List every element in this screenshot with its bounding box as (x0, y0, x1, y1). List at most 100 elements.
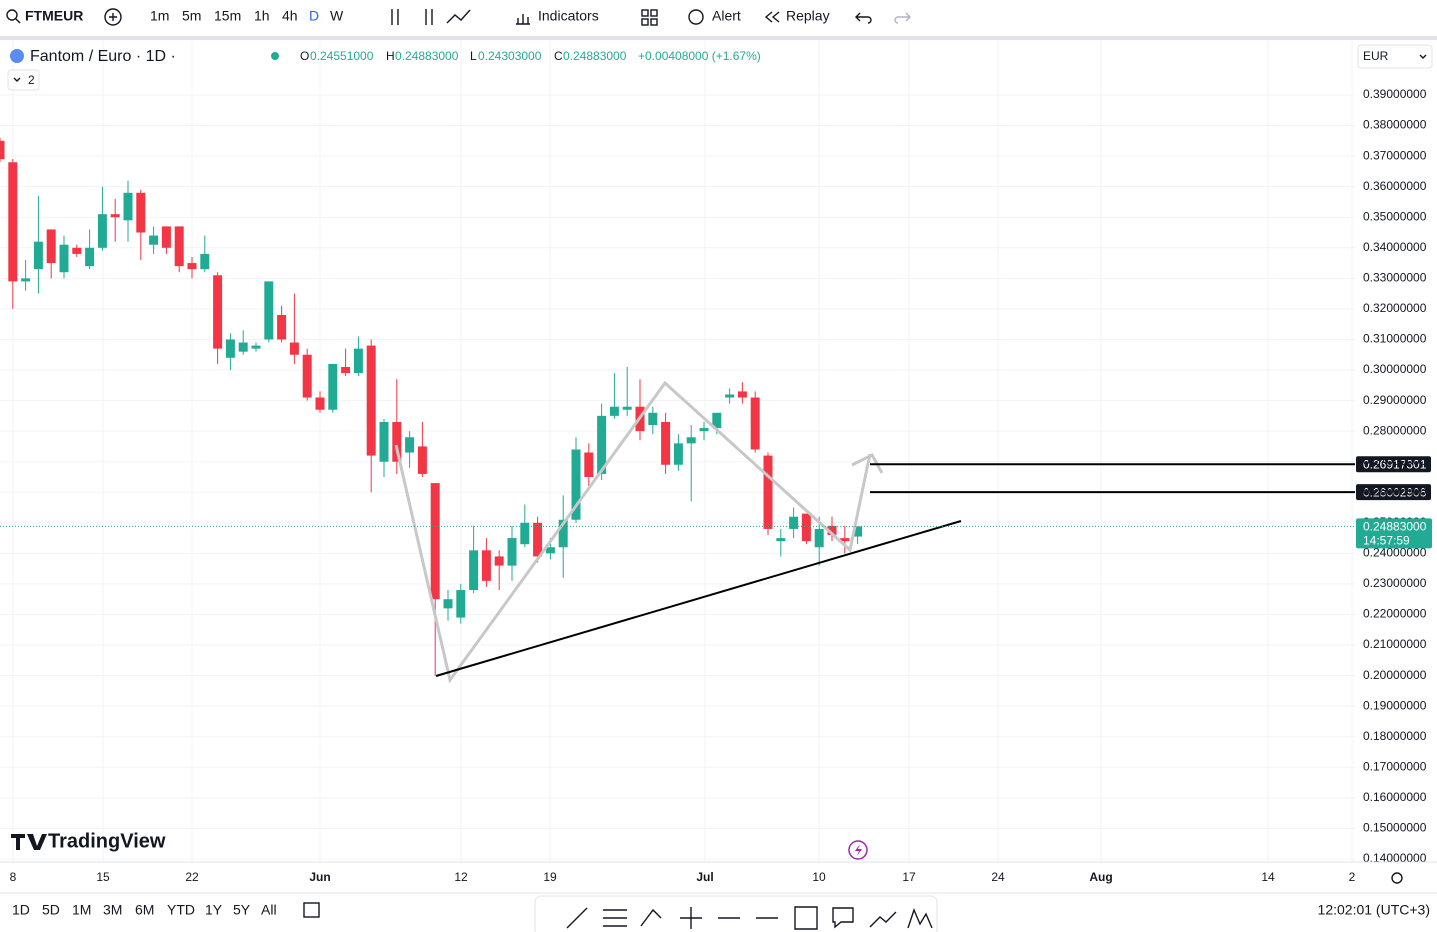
legend-title: Fantom / Euro · 1D · (30, 48, 176, 65)
candle-body (251, 345, 261, 349)
y-tick-label: 0.23000000 (1363, 576, 1427, 590)
candle-body (289, 342, 299, 355)
range-button[interactable]: 1Y (205, 902, 223, 918)
candle-body (763, 455, 773, 529)
x-tick-label: 12 (454, 870, 468, 884)
y-tick-label: 0.32000000 (1363, 301, 1427, 315)
ohlc-c-label: C (554, 49, 563, 63)
replay-button[interactable]: Replay (786, 8, 830, 24)
interval-button[interactable]: 5m (182, 8, 201, 24)
candle-body (136, 192, 146, 233)
search-icon[interactable] (6, 9, 18, 21)
candle-body (840, 538, 850, 542)
candle-body (213, 275, 223, 349)
indicators-icon (516, 14, 530, 25)
candle-body (609, 406, 619, 416)
candle-body (456, 590, 466, 618)
candle-body (507, 538, 517, 566)
y-tick-label: 0.18000000 (1363, 729, 1427, 743)
x-tick-label: 22 (185, 870, 199, 884)
bolt (855, 844, 862, 856)
indicators-button[interactable]: Indicators (538, 8, 599, 24)
candle-body (161, 226, 171, 248)
tv-logo (11, 834, 47, 850)
interval-button[interactable]: W (330, 8, 344, 24)
y-tick-label: 0.36000000 (1363, 179, 1427, 193)
candle-body (584, 452, 594, 477)
symbol[interactable]: FTMEUR (25, 8, 83, 24)
candle-body (481, 550, 491, 581)
y-tick-label: 0.30000000 (1363, 362, 1427, 376)
candle-body (661, 421, 671, 465)
ohlc-o: 0.24551000 (310, 49, 374, 63)
candle-body (622, 406, 632, 410)
ohlc-c: 0.24883000 (563, 49, 627, 63)
drawing-tools[interactable] (566, 906, 933, 930)
y-tick-label: 0.39000000 (1363, 87, 1427, 101)
candle-body (353, 348, 363, 374)
trend-line[interactable] (435, 520, 962, 677)
market-status (271, 52, 279, 60)
zigzag-drawing[interactable] (394, 380, 872, 684)
interval-button[interactable]: 1m (150, 8, 169, 24)
toolbar-divider (0, 36, 1437, 40)
y-tick-label: 0.31000000 (1363, 332, 1427, 346)
indicator-toggle[interactable] (7, 69, 40, 91)
range-button[interactable]: 6M (135, 902, 154, 918)
undo-icon[interactable] (855, 12, 872, 24)
candle-body (72, 247, 82, 254)
drawing-toolbar (534, 895, 938, 932)
layout-icon (650, 18, 658, 26)
candle-body (814, 528, 824, 548)
candle-body (853, 526, 863, 537)
interval-button[interactable]: 4h (282, 8, 298, 24)
x-tick-label: 15 (96, 870, 110, 884)
range-button[interactable]: 5Y (233, 902, 251, 918)
range-button[interactable]: YTD (167, 902, 195, 918)
interval-button[interactable]: 1h (254, 8, 270, 24)
alert-button[interactable]: Alert (712, 8, 741, 24)
candle-body (686, 437, 696, 444)
compare-button[interactable] (104, 8, 122, 26)
range-button[interactable]: All (261, 902, 277, 918)
range-button[interactable]: 5D (42, 902, 60, 918)
last-price-bg (1356, 518, 1432, 549)
candle-body (277, 315, 287, 340)
ohlc-h-label: H (386, 49, 395, 63)
interval-button[interactable]: D (309, 8, 319, 24)
layout-icon (641, 18, 649, 26)
candle-body (33, 241, 43, 270)
layout-icon (650, 9, 658, 17)
chart-style-icons[interactable] (391, 9, 471, 25)
range-button[interactable]: 1D (12, 902, 30, 918)
y-tick-label: 0.34000000 (1363, 240, 1427, 254)
candle-body (776, 538, 786, 542)
candle-body (494, 556, 504, 566)
candle-body (533, 522, 543, 557)
y-tick-label: 0.29000000 (1363, 393, 1427, 407)
candle-body (673, 443, 683, 465)
watermark: TradingView (48, 830, 166, 852)
candle-body (725, 394, 735, 398)
indicator-count: 2 (28, 73, 35, 87)
candle-body (469, 550, 479, 591)
currency-select[interactable] (1357, 44, 1433, 69)
layout-icon[interactable] (641, 9, 649, 17)
candle-body (801, 513, 811, 542)
range-button[interactable]: 3M (103, 902, 122, 918)
level-label-bg (1356, 484, 1431, 501)
candle-body (187, 263, 197, 270)
date-range-icon[interactable] (303, 902, 320, 918)
candle-body (46, 229, 56, 264)
candle-body (827, 525, 837, 536)
range-button[interactable]: 1M (72, 902, 91, 918)
y-tick-label: 0.37000000 (1363, 148, 1427, 162)
level-label-bg (1356, 456, 1431, 473)
candle-body (417, 446, 427, 474)
redo-icon[interactable] (894, 12, 911, 24)
ohlc-h: 0.24883000 (395, 49, 459, 63)
interval-button[interactable]: 15m (214, 8, 241, 24)
events-icon[interactable] (848, 840, 868, 860)
settings-icon[interactable] (1391, 872, 1403, 884)
arrow-head (851, 453, 884, 474)
